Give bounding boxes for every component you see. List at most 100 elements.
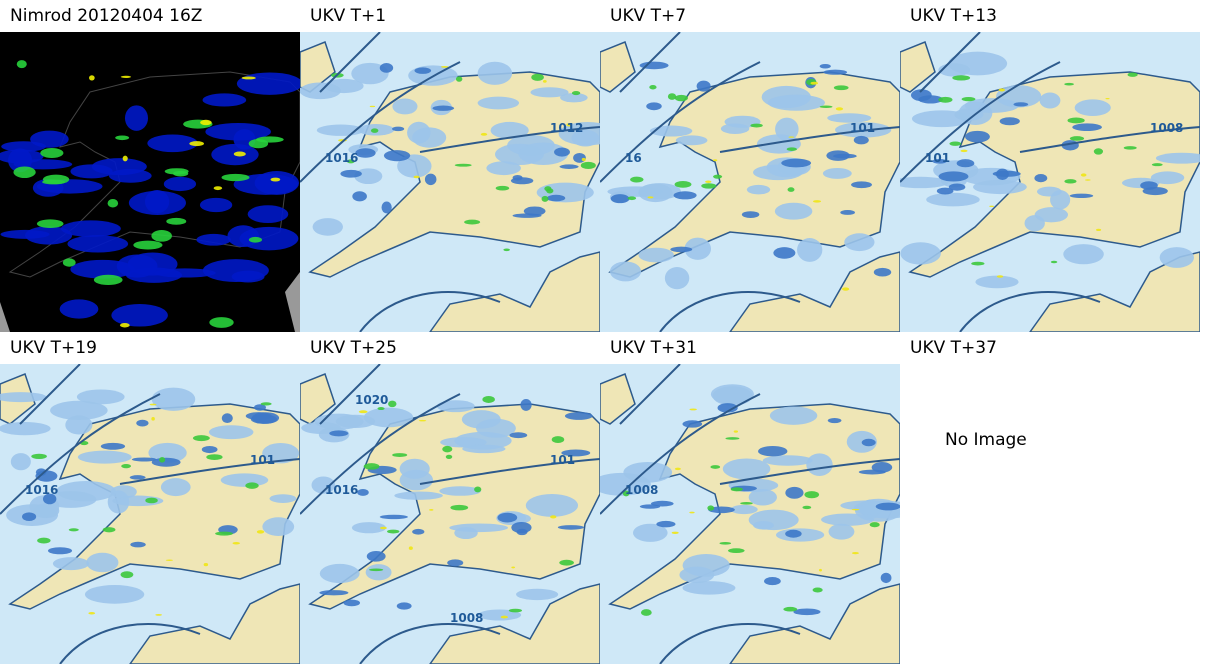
rain-area [581,157,586,162]
land [729,583,900,664]
rain-area [262,517,295,537]
rain-area [531,73,544,81]
rain-area [432,105,455,111]
rain-area [769,406,818,425]
isobar-label: 1020 [355,393,388,407]
rain-area [209,317,234,328]
rain-area [396,602,412,610]
rain-area [312,218,343,236]
rain-area [851,181,872,189]
land [600,41,636,93]
rain-area [30,130,69,148]
panel-title: UKV T+7 [610,6,686,26]
rain-area [203,563,209,567]
rain-area [948,51,1008,76]
rain-area [926,192,980,207]
rain-area [710,384,754,405]
rain-area [412,528,425,535]
rain-area [989,205,995,207]
rain-area [381,201,392,214]
isobar [659,291,801,332]
rain-area [77,450,132,464]
rain-area [424,173,437,186]
land [129,583,300,664]
isobar [900,61,1061,183]
land [429,583,600,664]
rain-area [159,457,166,463]
rain-area [674,181,692,188]
isobar [919,32,981,93]
rain-area [564,412,593,420]
land [600,373,636,425]
rain-area [656,520,676,528]
rain-area [684,237,712,260]
rain-area [783,606,798,612]
rain-area [126,267,183,283]
rain-area [329,430,349,437]
coastline [8,71,300,278]
rain-area [500,615,509,619]
rain-area [733,430,739,433]
rain-area [971,261,985,266]
rain-area [853,135,869,145]
rain-area [319,590,349,596]
panel-title: UKV T+13 [910,6,997,26]
rain-area [675,135,708,146]
map-panel: 101 1008 [900,32,1200,332]
rain-area [999,117,1020,126]
rain-area [949,141,962,146]
rain-area [480,132,488,136]
land [300,41,336,93]
rain-area [464,219,481,225]
rain-area [164,168,189,175]
rain-area [1063,244,1104,265]
rain-area [363,407,414,428]
rain-area [0,421,51,436]
rain-area [740,502,753,505]
rain-area [781,158,812,168]
rain-area [696,80,711,92]
rain-area [354,168,383,185]
rain-area [324,78,364,94]
rain-area [741,211,760,218]
rain-area [495,185,510,191]
isobar [419,126,600,153]
rain-area [632,523,668,542]
rain-area [379,63,394,73]
rain-area [441,66,449,68]
map-panel: 1008 [600,364,900,664]
no-image: No Image [945,430,1027,450]
land [900,41,936,93]
rain-area [206,454,223,460]
rain-area [948,183,966,191]
rain-area [960,149,968,153]
land [300,373,336,425]
rain-area [671,531,679,534]
rain-area [670,246,693,253]
rain-area [67,235,129,253]
rain-area [10,453,31,471]
isobar-label: 1008 [450,611,483,625]
rain-area [462,444,506,454]
rain-area [22,512,37,522]
rain-area [233,173,298,195]
rain-area [541,195,549,202]
rain-area [50,400,108,420]
isobar [319,364,381,425]
rain-area [998,88,1005,92]
rain-area [707,505,715,511]
rain-area [573,152,586,163]
rain-area [233,151,246,157]
rain-area [369,568,384,572]
rain-area [785,486,804,499]
rain-area [59,299,99,319]
isobar [0,393,161,515]
isobar [319,32,381,93]
rain-area [764,577,781,586]
rain-area [68,528,79,532]
isobar-label: 101 [925,151,950,165]
rain-area [358,410,368,414]
rain-area [797,238,823,262]
rain-area [823,69,848,75]
